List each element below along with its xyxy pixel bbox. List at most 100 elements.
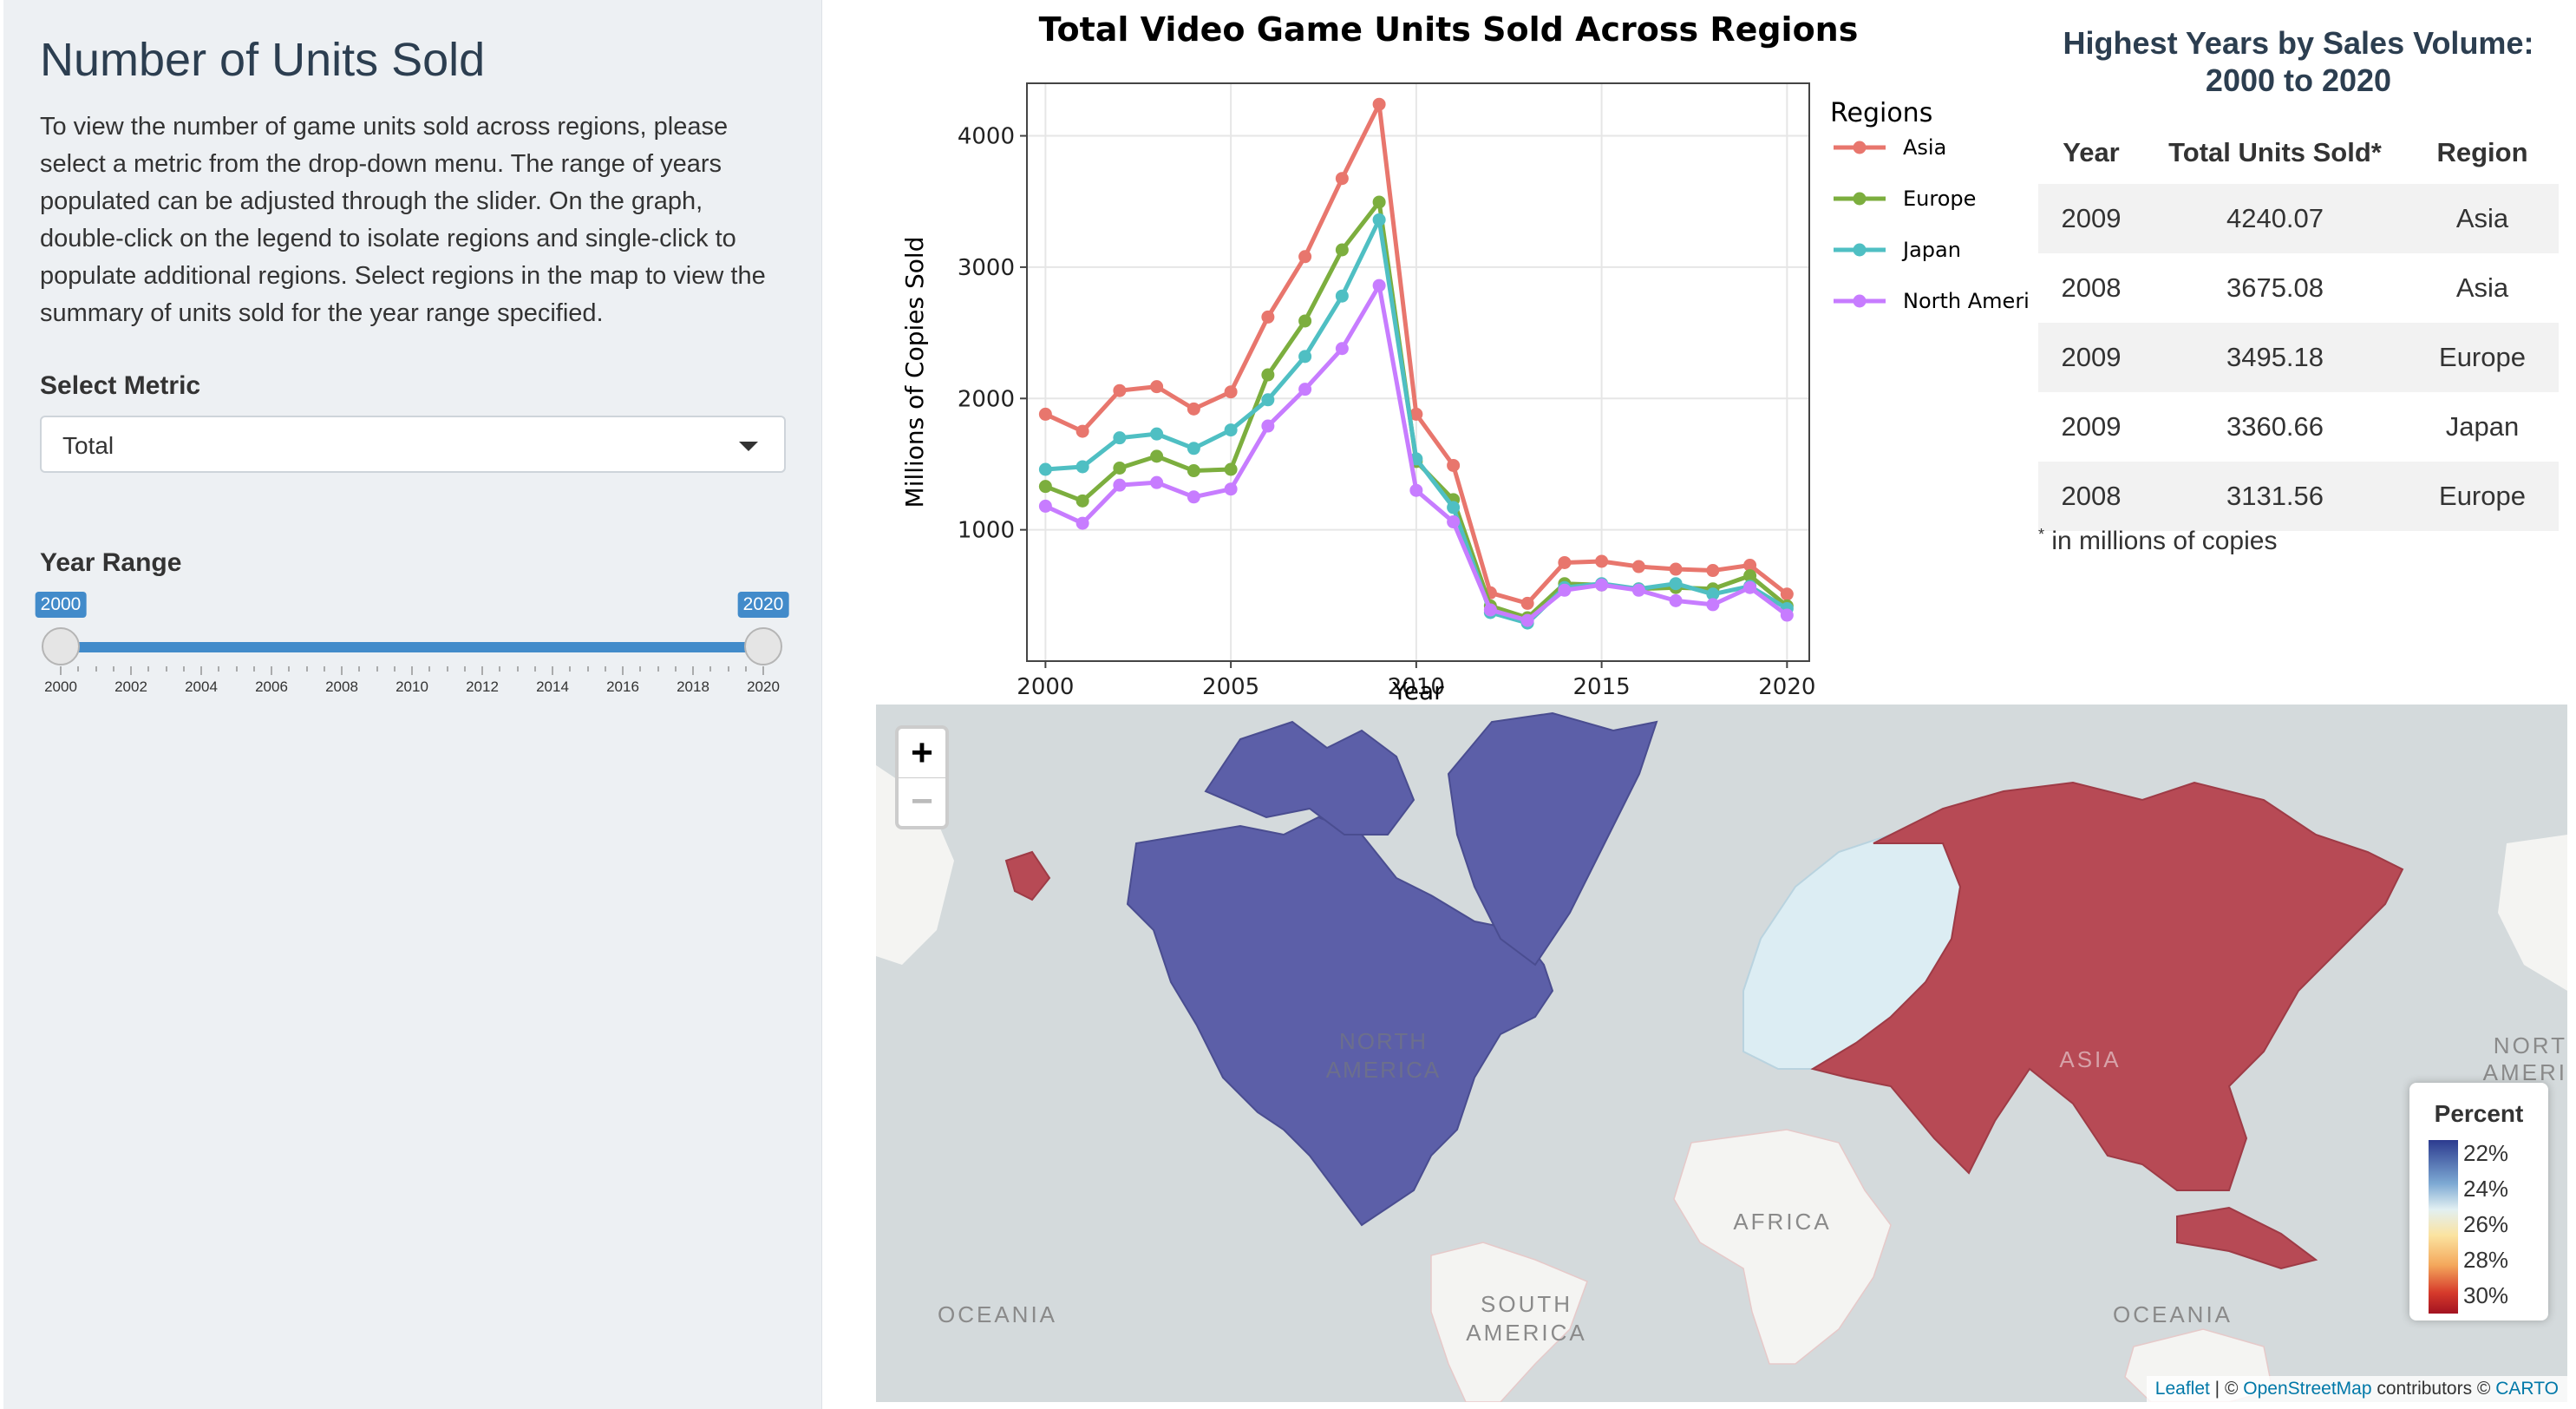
data-point[interactable] (1076, 516, 1089, 530)
data-point[interactable] (1113, 383, 1127, 397)
data-point[interactable] (1520, 613, 1534, 627)
data-point[interactable] (1743, 559, 1757, 573)
leaflet-link[interactable]: Leaflet (2154, 1379, 2210, 1399)
data-point[interactable] (1113, 461, 1127, 475)
data-point[interactable] (1409, 407, 1423, 421)
data-point[interactable] (1038, 407, 1052, 421)
data-point[interactable] (1631, 560, 1645, 573)
data-point[interactable] (1706, 564, 1720, 578)
world-map[interactable]: NORTH AMERICA ASIA AFRICA SOUTH AMERICA … (876, 704, 2567, 1402)
data-point[interactable] (1224, 482, 1238, 496)
data-point[interactable] (1261, 393, 1275, 407)
data-point[interactable] (1669, 593, 1683, 607)
data-point[interactable] (1669, 577, 1683, 591)
data-point[interactable] (1298, 314, 1312, 328)
data-point[interactable] (1372, 195, 1386, 209)
data-point[interactable] (1595, 578, 1609, 592)
legend-swatch-point[interactable] (1853, 243, 1867, 257)
data-point[interactable] (1483, 603, 1497, 617)
canadian-arctic[interactable] (1204, 720, 1415, 836)
data-point[interactable] (1150, 380, 1164, 394)
table-row: 2008 3675.08 Asia (2038, 253, 2559, 323)
africa-landmass[interactable] (1673, 1129, 1892, 1365)
data-point[interactable] (1038, 499, 1052, 513)
southeast-asia-islands[interactable] (2176, 1206, 2318, 1270)
data-point[interactable] (1224, 385, 1238, 399)
data-point[interactable] (1706, 598, 1720, 612)
legend-swatch-point[interactable] (1853, 294, 1867, 308)
data-point[interactable] (1447, 501, 1461, 514)
data-point[interactable] (1558, 555, 1572, 569)
data-point[interactable] (1076, 424, 1089, 438)
slider-track[interactable] (61, 642, 763, 652)
zoom-out-button[interactable]: − (911, 780, 933, 822)
data-point[interactable] (1706, 587, 1720, 601)
data-point[interactable] (1298, 250, 1312, 264)
data-point[interactable] (1743, 580, 1757, 594)
map-label-africa: AFRICA (1733, 1209, 1831, 1235)
data-point[interactable] (1372, 97, 1386, 111)
data-point[interactable] (1669, 562, 1683, 576)
data-point[interactable] (1187, 442, 1200, 455)
header-region: Region (2436, 137, 2528, 167)
data-point[interactable] (1558, 583, 1572, 597)
data-point[interactable] (1447, 458, 1461, 472)
data-point[interactable] (1780, 608, 1794, 622)
year-range-slider[interactable]: 2000 2020 2000 2002 2004 2006 2008 2010 2012 20… (35, 592, 789, 696)
data-point[interactable] (1261, 310, 1275, 324)
data-point[interactable] (1076, 494, 1089, 508)
legend-color-scale (2429, 1140, 2458, 1314)
data-point[interactable] (1150, 427, 1164, 441)
data-point[interactable] (1372, 213, 1386, 226)
legend-swatch-point[interactable] (1853, 192, 1867, 206)
legend-entry-label[interactable]: Europe (1903, 187, 1976, 211)
data-point[interactable] (1038, 462, 1052, 476)
zoom-in-button[interactable]: + (899, 729, 945, 778)
data-point[interactable] (1261, 368, 1275, 382)
map-canvas: NORTH AMERICA ASIA AFRICA SOUTH AMERICA … (876, 711, 2567, 1402)
data-point[interactable] (1187, 402, 1200, 416)
data-point[interactable] (1409, 483, 1423, 497)
data-point[interactable] (1520, 596, 1534, 610)
metric-select[interactable]: Total (40, 416, 786, 473)
data-point[interactable] (1298, 383, 1312, 396)
data-point[interactable] (1150, 449, 1164, 463)
data-point[interactable] (1335, 342, 1349, 356)
data-point[interactable] (1224, 462, 1238, 476)
cell-units: 4240.07 (2144, 184, 2406, 253)
data-point[interactable] (1447, 515, 1461, 529)
data-point[interactable] (1224, 423, 1238, 437)
greenland-region[interactable] (1447, 711, 1658, 967)
data-point[interactable] (1038, 480, 1052, 494)
data-point[interactable] (1150, 475, 1164, 489)
data-point[interactable] (1113, 478, 1127, 492)
data-point[interactable] (1261, 419, 1275, 433)
data-point[interactable] (1076, 460, 1089, 474)
data-point[interactable] (1298, 350, 1312, 364)
data-point[interactable] (1113, 431, 1127, 445)
carto-link[interactable]: CARTO (2495, 1379, 2559, 1399)
data-point[interactable] (1187, 464, 1200, 478)
slider-handle-to[interactable] (744, 627, 782, 665)
legend-entry-label[interactable]: North America (1903, 289, 2030, 313)
openstreetmap-link[interactable]: OpenStreetMap (2243, 1379, 2372, 1399)
slider-tick-label: 2014 (536, 678, 569, 695)
data-point[interactable] (1335, 289, 1349, 303)
data-point[interactable] (1780, 587, 1794, 601)
legend-swatch-point[interactable] (1853, 141, 1867, 154)
data-point[interactable] (1372, 279, 1386, 292)
data-point[interactable] (1595, 554, 1609, 568)
data-point[interactable] (1631, 583, 1645, 597)
legend-entry-label[interactable]: Japan (1901, 238, 1961, 262)
x-tick-label: 2010 (1388, 674, 1445, 700)
legend-entry-label[interactable]: Asia (1903, 135, 1946, 160)
data-point[interactable] (1743, 569, 1757, 583)
asia-region[interactable] (1810, 781, 2404, 1191)
line-chart-svg: 2000 2005 2010 2015 2020 1000 2000 3000 4000 Year… (900, 82, 2030, 704)
data-point[interactable] (1187, 490, 1200, 504)
alaska-tip[interactable] (1004, 850, 1051, 901)
data-point[interactable] (1335, 172, 1349, 186)
data-point[interactable] (1335, 243, 1349, 257)
slider-handle-from[interactable] (42, 627, 80, 665)
south-america-landmass[interactable] (1430, 1242, 1588, 1402)
